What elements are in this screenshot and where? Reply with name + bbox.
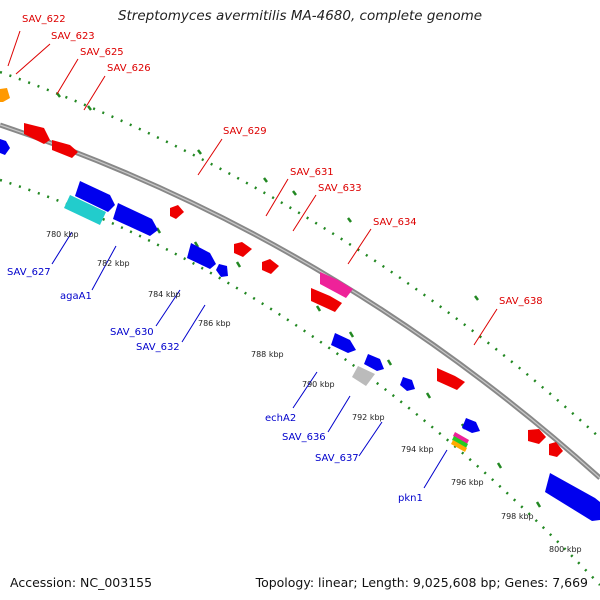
accession-text: Accession: NC_003155 [10,575,153,590]
gene-sav-632[interactable] [216,264,228,277]
callout-lines-top [7,30,498,346]
outer-track-major-ticks [56,92,479,301]
scale-label: 798 kbp [501,512,534,521]
gene-label-echa2[interactable]: echA2 [265,413,296,424]
gene-label-sav-627[interactable]: SAV_627 [7,267,51,278]
gene-sav-634b[interactable] [311,288,342,312]
gene-labels-top: SAV_622 SAV_623 SAV_625 SAV_626 SAV_629 … [22,14,543,307]
gene-sav-625[interactable] [52,140,78,158]
gene-sav-634[interactable] [320,272,353,298]
inner-track-dots [0,178,600,586]
gene-pkn1[interactable] [451,432,469,452]
gene-sav-633[interactable] [262,259,279,274]
gene-label-sav-626[interactable]: SAV_626 [107,63,151,74]
gene-sav-622[interactable] [0,88,10,102]
scale-label: 796 kbp [451,478,484,487]
scale-label: 784 kbp [148,290,181,299]
scale-label: 792 kbp [352,413,385,422]
gene-sav-636[interactable] [352,366,375,386]
gene-sav-630[interactable] [187,243,216,269]
gene-label-sav-637[interactable]: SAV_637 [315,453,359,464]
gene-label-sav-623[interactable]: SAV_623 [51,31,95,42]
gene-label-sav-631[interactable]: SAV_631 [290,167,334,178]
gene-right-edge[interactable] [545,473,600,521]
gene-sav-623[interactable] [24,123,50,144]
gene-label-sav-622[interactable]: SAV_622 [22,14,66,25]
gene-agaa1-upper[interactable] [75,181,115,212]
forward-genes [0,88,563,457]
gene-label-sav-625[interactable]: SAV_625 [80,47,124,58]
gene-label-sav-633[interactable]: SAV_633 [318,183,362,194]
genome-backbone-highlight [0,124,600,479]
scale-label: 800 kbp [549,545,582,554]
gene-label-sav-638[interactable]: SAV_638 [499,296,543,307]
gene-label-sav-634[interactable]: SAV_634 [373,217,417,228]
scale-major-ticks [78,202,542,508]
gene-left-edge[interactable] [0,139,10,155]
gene-pkn1-a[interactable] [462,418,480,433]
gene-label-sav-636[interactable]: SAV_636 [282,432,326,443]
gene-label-pkn1[interactable]: pkn1 [398,493,423,504]
scale-label: 794 kbp [401,445,434,454]
gene-sav-637[interactable] [400,377,415,391]
gene-agaa1[interactable] [113,203,158,236]
scale-label: 782 kbp [97,259,130,268]
gene-sav-627[interactable] [64,195,106,225]
gene-sav-640[interactable] [549,442,563,457]
gene-label-sav-630[interactable]: SAV_630 [110,327,154,338]
outer-track-dots [0,70,600,439]
gene-sav-629[interactable] [170,205,184,219]
gene-sav-631[interactable] [234,242,252,257]
scale-label: 790 kbp [302,380,335,389]
gene-labels-bottom: SAV_627 agaA1 SAV_630 SAV_632 echA2 SAV_… [7,267,423,504]
topology-text: Topology: linear; Length: 9,025,608 bp; … [255,575,588,590]
gene-echa2[interactable] [331,333,356,353]
callout-lines-bottom [51,231,448,489]
gene-label-sav-629[interactable]: SAV_629 [223,126,267,137]
scale-label: 786 kbp [198,319,231,328]
scale-label: 788 kbp [251,350,284,359]
gene-label-sav-632[interactable]: SAV_632 [136,342,180,353]
reverse-genes [0,139,600,521]
gene-sav-638[interactable] [437,368,465,390]
scale-label: 780 kbp [46,230,79,239]
scale-labels: 780 kbp 782 kbp 784 kbp 786 kbp 788 kbp … [46,230,582,554]
gene-sav-639[interactable] [528,429,546,444]
map-title: Streptomyces avermitilis MA-4680, comple… [117,8,483,24]
gene-label-agaa1[interactable]: agaA1 [60,291,92,302]
gene-sav-636-a[interactable] [364,354,384,371]
